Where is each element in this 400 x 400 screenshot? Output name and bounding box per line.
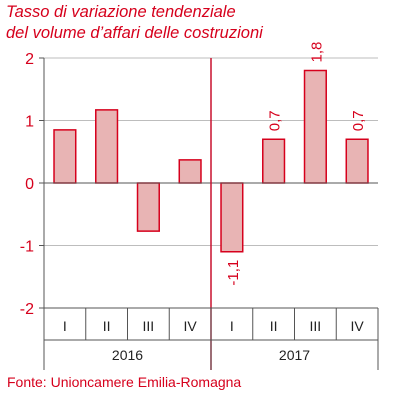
x-category-label: II: [270, 318, 278, 334]
y-tick-label: 1: [25, 114, 34, 131]
bar: [136, 182, 160, 232]
chart-title-line-2: del volume d’affari delle costruzioni: [6, 24, 263, 42]
y-axis: 2 1 0 -1 -2: [20, 51, 45, 370]
data-labels: -1,1 0,7 1,8 0,7: [225, 42, 367, 286]
data-label: 0,7: [350, 110, 367, 131]
x-category-label: IV: [351, 318, 365, 334]
y-tick-label: 2: [25, 51, 34, 68]
bar: [220, 182, 244, 253]
x-category-label: III: [143, 318, 155, 334]
y-tick-label: -1: [20, 239, 34, 256]
chart-title-line-1: Tasso di variazione tendenziale: [6, 3, 236, 21]
x-category-label: I: [230, 318, 234, 334]
x-category-label: III: [310, 318, 322, 334]
data-label: -1,1: [225, 260, 242, 286]
x-year-label: 2017: [279, 347, 310, 363]
bar: [95, 109, 119, 184]
y-tick-label: 0: [25, 176, 34, 193]
bar: [345, 138, 369, 184]
bar: [303, 69, 327, 184]
source-note: Fonte: Unioncamere Emilia-Romagna: [7, 374, 242, 390]
bar: [53, 129, 77, 184]
x-category-label: II: [103, 318, 111, 334]
x-category-label: I: [63, 318, 67, 334]
bar: [262, 138, 286, 184]
x-year-label: 2016: [112, 347, 143, 363]
x-category-label: IV: [184, 318, 198, 334]
data-label: 1,8: [308, 42, 325, 63]
data-label: 0,7: [267, 110, 284, 131]
chart-title: Tasso di variazione tendenziale del volu…: [6, 2, 396, 44]
y-tick-label: -2: [20, 301, 34, 318]
bar: [178, 159, 202, 184]
